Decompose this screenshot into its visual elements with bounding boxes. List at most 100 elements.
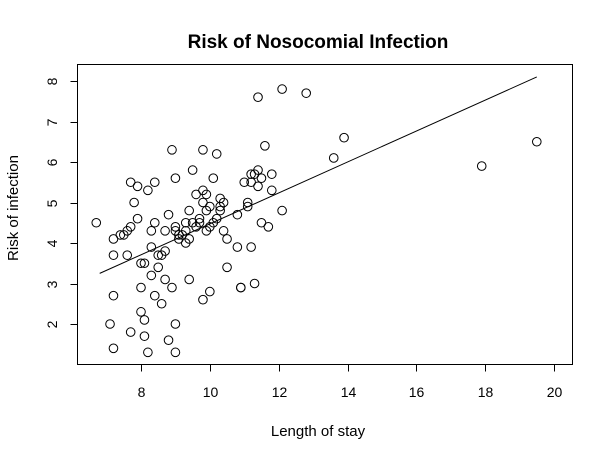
data-point — [149, 177, 160, 188]
data-point — [211, 149, 222, 159]
data-point — [153, 250, 164, 260]
data-point — [108, 343, 119, 354]
data-point — [215, 205, 225, 216]
data-point — [218, 226, 229, 236]
data-point — [232, 209, 243, 220]
data-point — [476, 161, 487, 171]
data-point — [125, 222, 136, 232]
data-point — [246, 169, 256, 179]
data-point — [328, 153, 339, 163]
data-point — [143, 185, 153, 196]
y-tick-label: 8 — [44, 77, 60, 85]
data-point — [170, 173, 181, 183]
data-point — [253, 92, 263, 102]
data-point — [108, 234, 119, 244]
x-tick-label: 12 — [272, 384, 288, 400]
data-point — [184, 274, 194, 285]
data-point — [122, 250, 133, 260]
data-point — [136, 307, 146, 317]
data-point — [242, 201, 253, 212]
data-point — [256, 217, 267, 228]
data-point — [132, 181, 143, 192]
y-tick-label: 2 — [44, 320, 60, 328]
data-point — [136, 282, 146, 293]
data-point — [249, 278, 260, 289]
data-point — [146, 242, 157, 252]
data-point — [163, 335, 174, 346]
data-point — [260, 141, 270, 151]
y-tick-label: 4 — [44, 239, 60, 247]
data-point — [170, 319, 181, 329]
data-point — [246, 242, 256, 252]
x-tick-label: 18 — [478, 384, 494, 400]
data-point — [277, 84, 287, 94]
data-point — [201, 189, 212, 200]
x-tick-label: 14 — [341, 384, 357, 400]
regression-line — [99, 76, 537, 274]
data-point — [187, 165, 198, 175]
data-point — [239, 177, 250, 188]
data-point — [153, 262, 164, 273]
data-point — [108, 290, 119, 301]
data-point — [139, 258, 150, 269]
data-point — [139, 315, 150, 325]
data-point — [277, 205, 287, 216]
data-point — [91, 217, 102, 228]
y-tick-label: 3 — [44, 280, 60, 288]
data-point — [170, 347, 181, 358]
data-point — [253, 181, 263, 192]
data-point — [139, 331, 150, 341]
x-tick-label: 8 — [138, 384, 146, 400]
data-point — [146, 226, 157, 236]
data-point — [531, 136, 542, 147]
data-point — [149, 290, 160, 301]
data-points — [91, 84, 542, 358]
data-point — [205, 286, 215, 297]
y-tick-label: 6 — [44, 158, 60, 166]
data-point — [184, 234, 194, 244]
data-point — [105, 319, 115, 329]
data-point — [160, 226, 170, 236]
plot-frame — [77, 64, 573, 365]
data-point — [160, 274, 170, 285]
x-axis-label: Length of stay — [271, 423, 366, 440]
x-axis: 8 10 12 14 16 18 20 — [138, 364, 563, 400]
data-point — [129, 197, 139, 208]
data-point — [125, 177, 136, 188]
data-point — [108, 250, 119, 260]
data-point — [198, 145, 208, 155]
data-point — [236, 282, 246, 293]
data-point — [160, 246, 170, 256]
data-point — [170, 222, 181, 232]
data-point — [136, 258, 146, 269]
data-point — [339, 132, 349, 143]
data-point — [184, 205, 194, 216]
x-tick-label: 10 — [203, 384, 219, 400]
data-point — [266, 185, 277, 196]
data-point — [222, 262, 232, 273]
data-point — [194, 213, 205, 224]
x-tick-label: 16 — [409, 384, 425, 400]
data-point — [222, 234, 232, 244]
data-point — [174, 230, 184, 240]
data-point — [301, 88, 312, 98]
x-tick-label: 20 — [547, 384, 563, 400]
data-point — [146, 270, 157, 281]
data-point — [143, 347, 153, 358]
data-point — [218, 197, 229, 208]
y-axis-label: Risk of infection — [5, 155, 22, 261]
data-point — [205, 201, 215, 212]
data-point — [194, 217, 205, 228]
data-point — [132, 213, 143, 224]
data-point — [198, 197, 208, 208]
data-point — [263, 222, 274, 232]
data-point — [266, 169, 277, 179]
data-point — [256, 173, 267, 183]
data-point — [253, 165, 263, 175]
data-point — [232, 242, 243, 252]
data-point — [167, 282, 177, 293]
data-point — [115, 230, 126, 240]
y-tick-label: 7 — [44, 118, 60, 126]
data-point — [163, 209, 174, 220]
